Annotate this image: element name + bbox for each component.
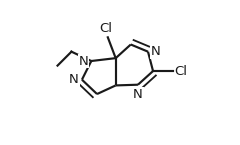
Text: N: N — [69, 73, 79, 86]
Text: N: N — [78, 55, 88, 68]
Text: Cl: Cl — [99, 22, 112, 35]
Text: Cl: Cl — [174, 65, 187, 78]
Text: N: N — [151, 45, 161, 58]
Text: N: N — [133, 88, 143, 101]
